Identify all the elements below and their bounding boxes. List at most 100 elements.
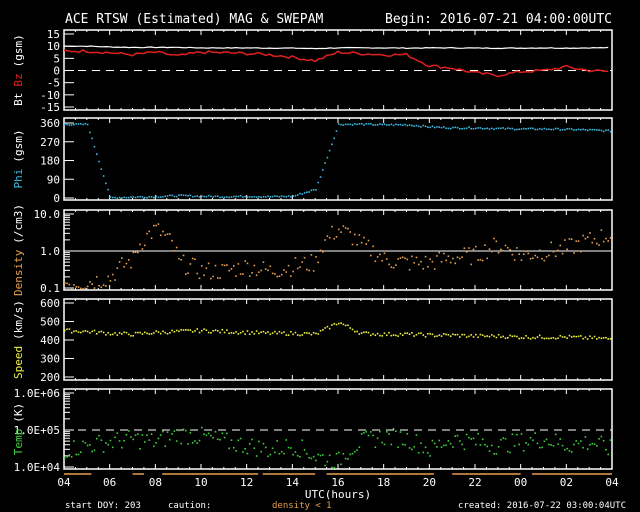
data-point-speed (552, 336, 555, 339)
data-point-density (561, 252, 564, 255)
data-point-speed (111, 333, 114, 336)
data-point-speed (157, 331, 160, 333)
data-point-density (367, 239, 370, 242)
data-point-speed (381, 335, 383, 337)
data-point-speed (278, 330, 281, 333)
data-point-density (242, 273, 244, 275)
data-point-phi (602, 130, 605, 133)
data-point-temp (244, 448, 246, 450)
y-tick-label-mag: -15 (40, 101, 60, 114)
data-point-density (180, 258, 183, 261)
data-point-phi (290, 195, 292, 198)
data-point-phi (306, 191, 308, 194)
data-point-speed (580, 335, 582, 337)
data-point-temp (559, 438, 562, 440)
data-point-density (463, 247, 466, 250)
data-point-temp (221, 432, 224, 435)
data-point-phi (130, 196, 132, 198)
data-point-temp (475, 443, 477, 446)
data-point-speed (456, 333, 459, 336)
data-point-temp (280, 450, 283, 453)
data-point-density (447, 255, 450, 258)
data-point-temp (472, 437, 475, 440)
data-point-density (589, 232, 591, 234)
data-point-speed (543, 337, 546, 340)
data-point-temp (358, 446, 361, 449)
data-point-speed (440, 335, 443, 337)
data-point-temp (134, 434, 137, 437)
data-point-phi (429, 126, 431, 129)
data-point-density (137, 251, 139, 254)
data-point-speed (399, 332, 402, 335)
data-point-temp (593, 443, 596, 446)
data-point-phi (271, 195, 274, 198)
y-axis-label-mag: Bt Bz (gsm) (12, 34, 25, 106)
data-point-phi (260, 196, 262, 199)
data-point-phi (566, 128, 568, 130)
data-point-phi (413, 125, 415, 127)
y-axis-label-part: (K) (12, 403, 25, 423)
data-point-phi (351, 124, 354, 126)
data-point-density (116, 267, 119, 270)
data-point-temp (319, 454, 322, 457)
data-point-density (121, 257, 123, 259)
data-point-density (100, 286, 103, 289)
data-point-temp (445, 444, 447, 447)
data-point-speed (260, 331, 262, 334)
data-point-temp (440, 446, 443, 449)
data-point-temp (77, 453, 80, 456)
data-point-phi (153, 196, 155, 199)
data-point-speed (342, 323, 345, 326)
data-point-phi (605, 129, 607, 132)
data-point-temp (591, 442, 594, 445)
data-point-phi (443, 126, 445, 128)
data-point-temp (566, 447, 568, 450)
data-point-density (344, 227, 347, 229)
data-point-temp (127, 430, 130, 432)
data-point-density (584, 237, 587, 240)
data-point-phi (201, 195, 203, 197)
data-point-speed (212, 330, 215, 332)
data-point-speed (95, 333, 98, 335)
data-point-density (468, 247, 470, 249)
data-point-density (237, 263, 240, 265)
data-point-temp (111, 446, 114, 449)
data-point-phi (196, 195, 199, 197)
data-point-speed (303, 332, 306, 334)
data-point-speed (397, 335, 399, 337)
data-point-density (271, 272, 274, 275)
data-point-temp (506, 450, 509, 453)
data-point-density (155, 224, 157, 227)
data-point-temp (159, 434, 162, 436)
data-point-speed (180, 329, 183, 331)
data-point-temp (303, 449, 306, 451)
data-point-temp (242, 451, 244, 453)
data-point-speed (570, 336, 573, 338)
data-point-temp (456, 434, 459, 437)
data-point-temp (79, 451, 82, 454)
data-point-temp (214, 430, 217, 433)
data-point-phi (383, 123, 386, 126)
data-point-phi (116, 197, 119, 200)
x-tick-label: 20 (423, 476, 436, 489)
data-point-temp (589, 443, 591, 446)
data-point-phi (475, 127, 477, 130)
data-point-density (520, 259, 523, 261)
data-point-density (536, 256, 539, 259)
data-point-speed (246, 330, 249, 332)
caution-density-note: density < 1 (272, 501, 332, 511)
data-point-temp (95, 437, 98, 440)
x-tick-label: 08 (149, 476, 162, 489)
data-point-temp (575, 440, 578, 442)
data-point-speed (459, 336, 461, 338)
data-point-phi (114, 196, 116, 199)
data-point-speed (420, 332, 422, 334)
data-point-speed (468, 335, 470, 338)
data-point-speed (536, 336, 539, 338)
data-point-density (363, 236, 365, 239)
data-point-temp (376, 437, 379, 440)
data-point-density (296, 267, 299, 270)
data-point-phi (388, 124, 390, 126)
data-point-temp (317, 453, 320, 456)
